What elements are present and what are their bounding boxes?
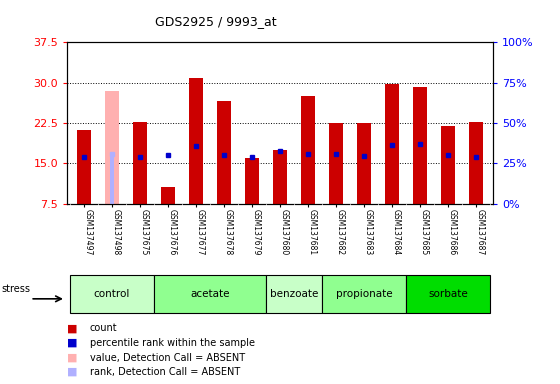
Bar [273,150,287,204]
Text: rank, Detection Call = ABSENT: rank, Detection Call = ABSENT [90,367,240,377]
Bar [110,154,114,204]
Bar [77,131,91,204]
Bar [301,96,315,204]
Text: GSM137682: GSM137682 [336,209,345,255]
Text: sorbate: sorbate [428,289,468,299]
Text: GSM137679: GSM137679 [252,209,261,255]
Text: GSM137676: GSM137676 [168,209,177,255]
Text: ■: ■ [67,353,78,362]
Text: ■: ■ [67,367,78,377]
Bar [469,122,483,204]
Text: GSM137684: GSM137684 [392,209,401,255]
FancyBboxPatch shape [70,275,154,313]
Text: value, Detection Call = ABSENT: value, Detection Call = ABSENT [90,353,245,362]
Text: ■: ■ [67,323,78,333]
Bar [189,78,203,204]
Text: benzoate: benzoate [270,289,318,299]
Bar [385,84,399,204]
Text: stress: stress [1,284,30,294]
Text: GSM137675: GSM137675 [140,209,149,255]
Text: count: count [90,323,117,333]
Bar [133,122,147,204]
Text: GSM137680: GSM137680 [280,209,289,255]
Text: GSM137681: GSM137681 [308,209,317,255]
Bar [245,158,259,204]
Text: GSM137683: GSM137683 [364,209,373,255]
Text: GSM137497: GSM137497 [84,209,93,255]
Bar [217,101,231,204]
Text: percentile rank within the sample: percentile rank within the sample [90,338,255,348]
Text: GSM137498: GSM137498 [112,209,121,255]
Bar [441,126,455,204]
Bar [161,187,175,204]
FancyBboxPatch shape [322,275,406,313]
Text: GSM137686: GSM137686 [448,209,457,255]
Text: GDS2925 / 9993_at: GDS2925 / 9993_at [155,15,277,28]
Bar [357,123,371,204]
Text: propionate: propionate [335,289,393,299]
Text: GSM137677: GSM137677 [196,209,205,255]
FancyBboxPatch shape [406,275,490,313]
Text: acetate: acetate [190,289,230,299]
Text: GSM137687: GSM137687 [476,209,485,255]
Bar [105,91,119,204]
Bar [413,88,427,204]
FancyBboxPatch shape [266,275,322,313]
FancyBboxPatch shape [154,275,266,313]
Text: control: control [94,289,130,299]
Text: GSM137685: GSM137685 [420,209,429,255]
Text: ■: ■ [67,338,78,348]
Bar [329,123,343,204]
Text: GSM137678: GSM137678 [224,209,233,255]
